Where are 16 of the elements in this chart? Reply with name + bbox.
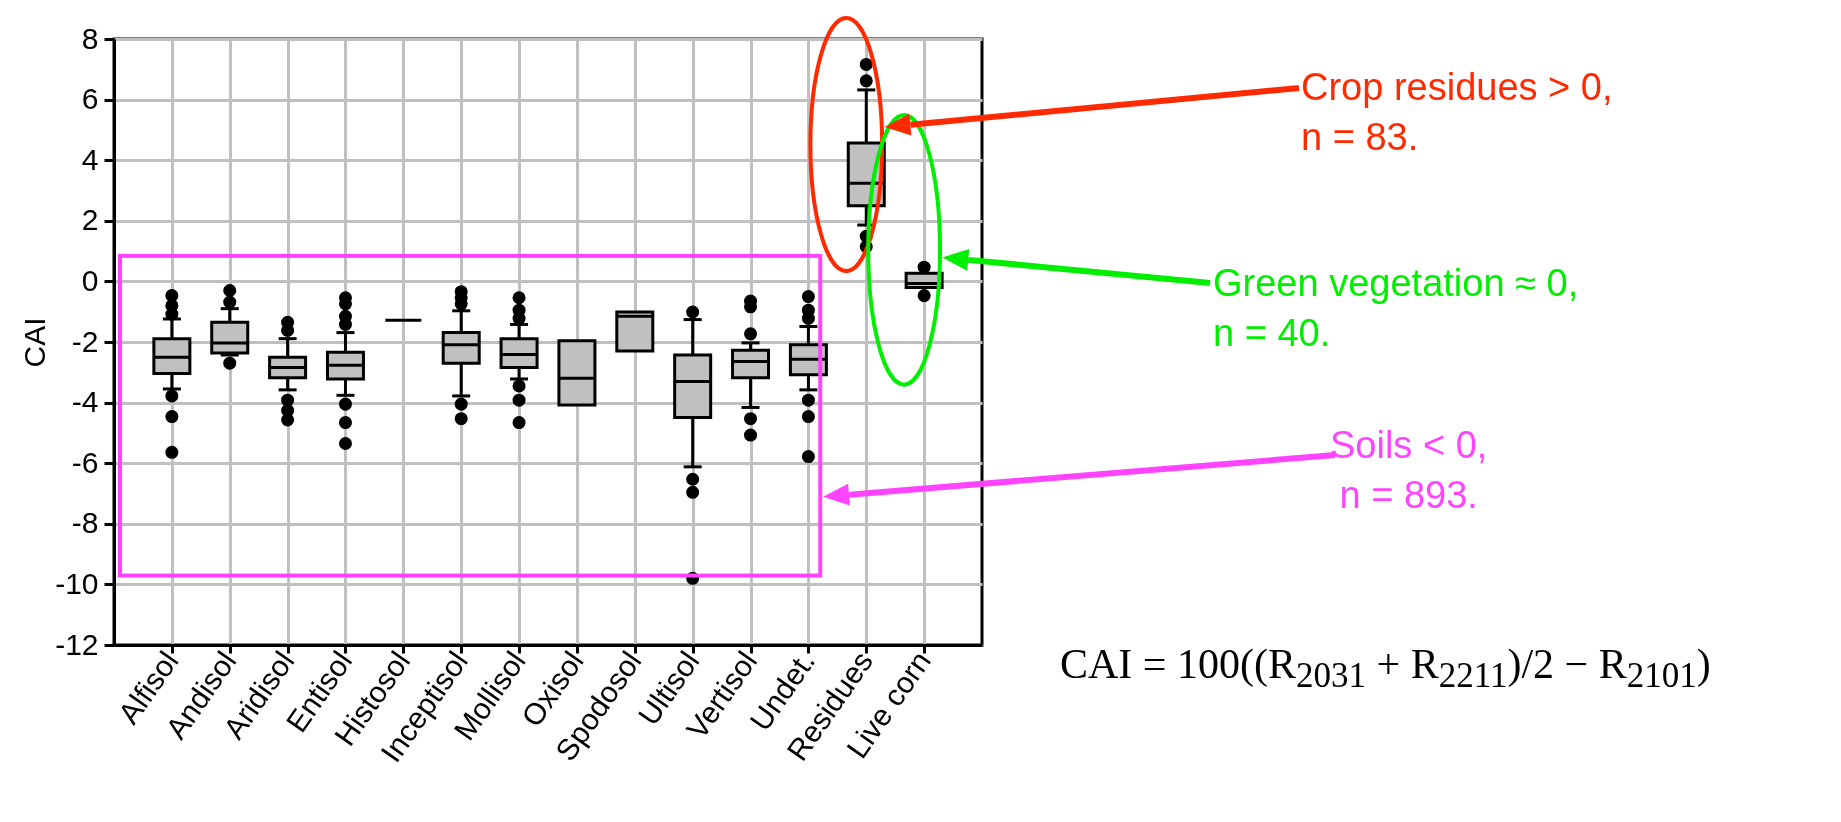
text: Green vegetation ≈ 0, n = 40. — [1213, 261, 1579, 356]
y-tick-label: -12 — [55, 627, 99, 661]
y-tick-label: 0 — [81, 263, 99, 297]
text: CAI = 100((R$_{2031}$ + R$_{2211}$)/2 − R$_{2101}$) — [1060, 640, 1711, 697]
y-tick-label: -2 — [71, 324, 99, 358]
y-tick-label: 2 — [81, 203, 99, 237]
text: Crop residues > 0, n = 83. — [1301, 65, 1613, 160]
y-tick-label: 8 — [81, 21, 99, 55]
y-tick-label: -8 — [71, 506, 99, 540]
y-tick-label: 4 — [81, 142, 99, 176]
y-tick-label: -4 — [71, 385, 99, 419]
y-tick-label: -6 — [71, 445, 99, 479]
y-tick-label: 6 — [81, 82, 99, 116]
text: Soils < 0, n = 893. — [1330, 423, 1488, 518]
y-axis-title: CAI — [18, 317, 52, 368]
y-tick-label: -10 — [55, 566, 99, 600]
